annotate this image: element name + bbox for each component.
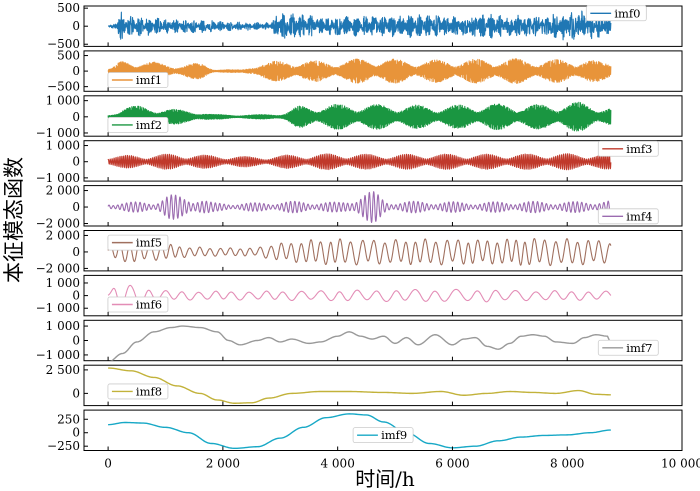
legend-imf5: imf5 <box>107 234 169 251</box>
x-axis-title: 时间/h <box>355 467 415 491</box>
legend-label: imf3 <box>626 142 652 156</box>
series-line-imf9 <box>108 413 611 450</box>
series-line-imf7 <box>110 325 612 361</box>
legend-box <box>107 116 169 133</box>
x-tick-label: 4 000 <box>320 457 354 471</box>
legend-box <box>597 140 659 157</box>
legend-box <box>585 5 647 22</box>
y-tick-label: 0 <box>72 155 80 169</box>
y-tick-label: 0 <box>72 334 80 348</box>
y-tick-label: 0 <box>72 245 80 259</box>
y-tick-label: 1 000 <box>46 139 80 153</box>
y-tick-label: −500 <box>47 80 80 94</box>
panel-frame <box>83 230 683 272</box>
y-tick-label: 0 <box>72 289 80 303</box>
panel-frame <box>83 409 683 452</box>
panel-imf3: 1 000 0 −1 000 imf3 <box>36 139 683 185</box>
panel-frame <box>83 364 683 407</box>
legend-label: imf2 <box>136 118 162 132</box>
panel-frame <box>83 95 683 137</box>
y-axis-title: 本征模态函数 <box>2 157 26 283</box>
panel-frame <box>83 185 683 227</box>
legend-imf1: imf1 <box>107 72 169 88</box>
panel-frame <box>83 140 683 182</box>
legend-imf6: imf6 <box>107 296 169 313</box>
y-tick-label: 500 <box>57 49 80 63</box>
legend-box <box>352 427 414 444</box>
legend-label: imf4 <box>626 209 652 223</box>
x-tick-label: 8 000 <box>550 457 584 471</box>
y-tick-label: 500 <box>57 1 80 15</box>
y-tick-label: −1 000 <box>36 301 80 315</box>
x-tick-label: 10 000 <box>661 457 700 471</box>
series-line-imf2 <box>107 101 612 132</box>
series-line-imf0 <box>107 10 612 41</box>
y-tick-label: 1 000 <box>46 94 80 108</box>
y-tick-label: −1 000 <box>36 348 80 362</box>
legend-label: imf7 <box>626 341 652 355</box>
legend-label: imf0 <box>614 6 640 20</box>
y-tick-label: 0 <box>72 426 80 440</box>
panel-frame <box>83 319 683 362</box>
legend-box <box>597 208 659 225</box>
y-tick-label: 0 <box>72 386 80 400</box>
x-tick-label: 0 <box>104 457 112 471</box>
y-tick-label: −2 000 <box>36 217 80 231</box>
panel-imf5: 2 000 0 −2 000 imf5 <box>36 228 683 275</box>
y-tick-label: 2 500 <box>46 363 80 377</box>
y-tick-label: 0 <box>72 200 80 214</box>
series-line-imf5 <box>107 237 612 267</box>
panel-imf2: 1 000 0 −1 000 imf2 <box>36 94 683 140</box>
y-tick-label: 2 000 <box>46 228 80 242</box>
y-tick-label: 1 000 <box>46 319 80 333</box>
legend-imf2: imf2 <box>107 116 169 133</box>
legend-box <box>107 72 169 88</box>
x-tick-label: 6 000 <box>435 457 469 471</box>
y-tick-label: 2 000 <box>46 184 80 198</box>
legend-box <box>597 339 659 356</box>
series-line-imf1 <box>107 58 612 84</box>
legend-imf9: imf9 <box>352 427 414 444</box>
legend-imf8: imf8 <box>107 383 169 400</box>
series-line-imf6 <box>107 284 612 307</box>
y-tick-label: −2 000 <box>36 261 80 275</box>
legend-box <box>107 296 169 313</box>
legend-box <box>107 383 169 400</box>
x-axis-ticks: 0 2 000 4 000 6 000 8 000 10 000 <box>104 457 700 471</box>
y-tick-label: 1 000 <box>46 276 80 290</box>
legend-imf4: imf4 <box>597 208 659 225</box>
panel-imf4: 2 000 0 −2 000 imf4 <box>36 184 683 231</box>
legend-label: imf1 <box>136 73 162 87</box>
y-tick-label: −1 000 <box>36 126 80 140</box>
panel-imf0: 500 0 −500 imf0 <box>47 1 683 51</box>
x-tick-label: 2 000 <box>206 457 240 471</box>
series-line-imf3 <box>107 153 612 171</box>
legend-label: imf9 <box>381 428 407 442</box>
y-tick-label: 0 <box>72 64 80 78</box>
legend-label: imf8 <box>136 384 162 398</box>
legend-imf7: imf7 <box>597 339 659 356</box>
y-tick-label: 0 <box>72 110 80 124</box>
legend-imf0: imf0 <box>585 5 647 22</box>
panel-imf8: 2 500 0 imf8 <box>46 363 683 407</box>
series-line-imf8 <box>108 367 611 404</box>
series-line-imf4 <box>107 191 612 224</box>
legend-label: imf6 <box>136 297 162 311</box>
y-tick-label: −500 <box>47 37 80 51</box>
legend-label: imf5 <box>136 236 162 250</box>
y-tick-label: 0 <box>72 19 80 33</box>
legend-box <box>107 234 169 251</box>
y-tick-label: −250 <box>47 439 80 453</box>
y-tick-label: 250 <box>57 412 80 426</box>
legend-imf3: imf3 <box>597 140 659 157</box>
y-tick-label: −1 000 <box>36 171 80 185</box>
